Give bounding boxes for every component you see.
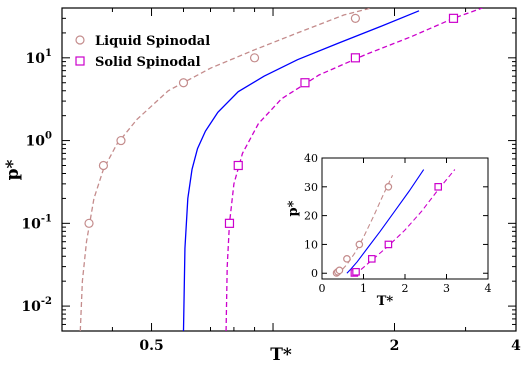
legend-marker-circle	[75, 35, 85, 45]
main-series-group	[79, 8, 483, 331]
inset-y-tick-label: 20	[304, 210, 318, 223]
main-series-2-line	[225, 8, 483, 331]
inset-y-tick-label: 0	[311, 267, 318, 280]
legend-entry-label: Liquid Spinodal	[95, 34, 210, 49]
main-y-tick-label: 100	[26, 131, 52, 150]
main-series-1-line	[182, 10, 420, 331]
inset-x-tick-label: 4	[485, 282, 492, 295]
main-x-axis-title: T*	[270, 345, 292, 365]
main-legend: Liquid Spinodal Solid Spinodal	[75, 34, 210, 70]
inset-series-0-point	[343, 255, 351, 263]
main-series-0-point	[178, 78, 189, 88]
inset-series-2-point	[352, 267, 360, 276]
main-series-2-point	[350, 53, 361, 63]
inset-x-axis-title: T*	[377, 294, 394, 309]
inset-y-tick-label: 10	[304, 238, 318, 251]
main-series-2-point	[224, 218, 235, 228]
main-plot-frame	[61, 7, 517, 332]
main-y-tick-label: 10-1	[21, 213, 52, 232]
inset-series-0-line	[335, 175, 394, 274]
main-series-0-point	[249, 53, 260, 63]
inset-x-tick-label: 2	[402, 282, 409, 295]
main-series-0-point	[350, 13, 361, 23]
main-series-2-point	[448, 13, 459, 23]
main-x-tick-label: 2	[390, 338, 400, 354]
main-y-tick-label: 10-2	[21, 296, 52, 315]
inset-y-tick-label: 40	[304, 152, 318, 165]
inset-series-1-line	[346, 169, 425, 274]
inset-series-2-point	[384, 240, 393, 249]
legend-entry-label: Solid Spinodal	[95, 55, 201, 70]
main-y-tick-label: 101	[26, 48, 52, 67]
inset-series-2-line	[353, 169, 456, 274]
inset-y-axis-title: p*	[286, 200, 301, 216]
main-series-0-line	[79, 8, 372, 331]
inset-x-tick-label: 0	[319, 282, 326, 295]
inset-series-group	[332, 169, 456, 277]
main-series-2-point	[300, 78, 310, 88]
main-series-0-point	[98, 160, 109, 171]
main-series-2-point	[233, 160, 243, 171]
main-y-axis-title: p*	[3, 160, 23, 181]
main-series-0-point	[84, 218, 94, 228]
main-x-tick-label: 0.5	[139, 338, 163, 354]
main-series-0-point	[116, 135, 126, 146]
legend-marker-square	[75, 56, 85, 66]
inset-series-0-point	[355, 240, 364, 249]
main-x-tick-label: 4	[511, 338, 521, 354]
inset-x-tick-label: 3	[443, 282, 450, 295]
inset-y-tick-label: 30	[304, 181, 318, 194]
inset-series-0-point	[384, 183, 393, 191]
inset-x-tick-label: 1	[360, 282, 367, 295]
inset-series-2-point	[368, 255, 376, 263]
inset-series-2-point	[434, 183, 443, 191]
inset-series-0-point	[335, 266, 344, 275]
